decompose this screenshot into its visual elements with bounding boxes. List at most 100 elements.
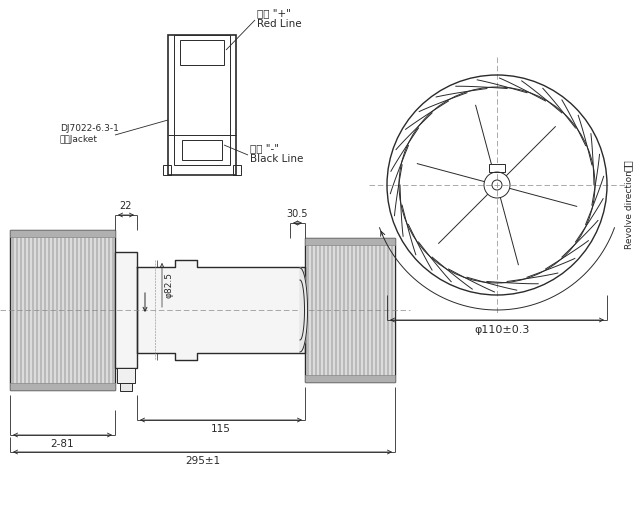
Bar [96,234,98,386]
Bar [359,242,361,378]
Bar [311,242,313,378]
Text: 30.5: 30.5 [287,209,308,219]
Bar [20,234,22,386]
Bar [108,234,110,386]
Bar [335,242,337,378]
Bar [315,242,317,378]
Bar [327,242,329,378]
Bar [88,234,90,386]
Bar [387,242,389,378]
Text: Black Line: Black Line [250,154,303,164]
Bar [120,383,132,391]
Bar [387,242,389,378]
Bar [64,234,66,386]
Bar [307,242,309,378]
Text: DJ7022-6.3-1: DJ7022-6.3-1 [60,124,119,133]
Bar [323,242,325,378]
Bar [108,234,110,386]
Bar [371,242,373,378]
Bar [174,35,230,140]
Text: 295±1: 295±1 [185,456,220,466]
Text: Revolve direction: Revolve direction [625,171,634,249]
Bar [96,234,98,386]
Bar [115,252,137,368]
Bar [12,234,14,386]
Bar [60,234,62,386]
Bar [379,242,381,378]
Bar [24,234,26,386]
Bar [92,234,94,386]
Bar [84,234,86,386]
Bar [311,242,313,378]
Bar [351,242,353,378]
Bar [305,238,395,382]
Bar [117,368,135,383]
Bar [383,242,385,378]
Bar [32,234,34,386]
Bar [319,242,321,378]
Bar [371,242,373,378]
Bar [323,242,325,378]
Bar [68,234,70,386]
Text: φ110±0.3: φ110±0.3 [474,325,530,335]
Text: Red Line: Red Line [257,19,301,29]
Text: 115: 115 [211,424,231,434]
Bar [84,234,86,386]
Bar [10,383,115,390]
Bar [92,234,94,386]
Bar [233,165,241,175]
Bar [391,242,393,378]
Bar [64,234,66,386]
Bar [112,234,114,386]
Bar [489,164,505,172]
Bar [80,234,82,386]
Bar [180,40,224,65]
Bar [48,234,50,386]
Bar [347,242,349,378]
Bar [315,242,317,378]
Bar [72,234,74,386]
Bar [60,234,62,386]
Bar [174,135,230,165]
Bar [319,242,321,378]
Bar [56,234,58,386]
Bar [48,234,50,386]
Bar [36,234,38,386]
Bar [339,242,341,378]
Bar [343,242,345,378]
Bar [20,234,22,386]
Bar [331,242,333,378]
Polygon shape [300,268,308,352]
Bar [68,234,70,386]
Bar [367,242,369,378]
Bar [335,242,337,378]
Bar [355,242,357,378]
Bar [10,230,115,237]
Bar [28,234,30,386]
Bar [351,242,353,378]
Bar [383,242,385,378]
Bar [16,234,18,386]
Bar [88,234,90,386]
Bar [343,242,345,378]
Bar [355,242,357,378]
Bar [375,242,377,378]
Bar [327,242,329,378]
Bar [104,234,106,386]
Bar [347,242,349,378]
Bar [72,234,74,386]
Bar [40,234,42,386]
Bar [56,234,58,386]
Bar [52,234,54,386]
Bar [12,234,14,386]
Bar [16,234,18,386]
Bar [44,234,46,386]
Text: 红线 "+": 红线 "+" [257,8,291,18]
Polygon shape [137,260,305,360]
Bar [28,234,30,386]
Bar [305,375,395,382]
Text: 黑线 "-": 黑线 "-" [250,143,279,153]
Bar [375,242,377,378]
Bar [36,234,38,386]
Bar [182,140,222,160]
